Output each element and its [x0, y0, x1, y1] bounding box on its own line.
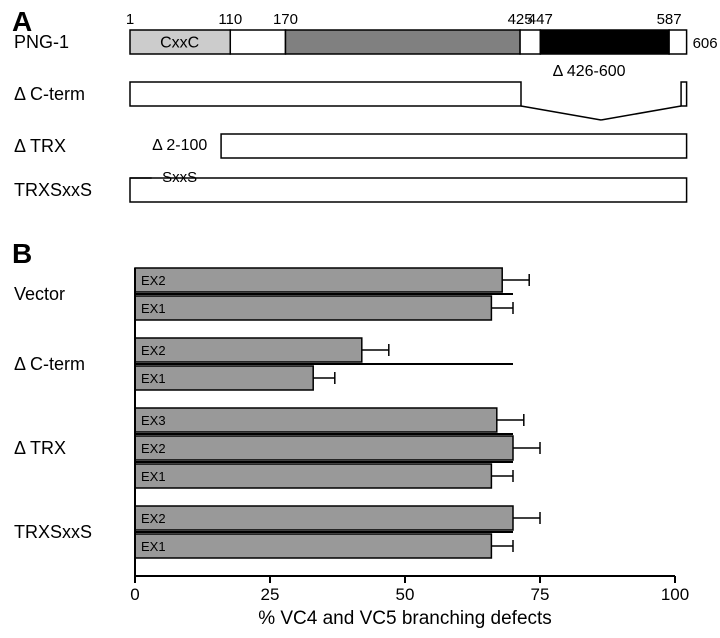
- svg-text:Δ C-term: Δ C-term: [14, 84, 85, 104]
- svg-text:EX3: EX3: [141, 413, 166, 428]
- svg-text:EX2: EX2: [141, 273, 166, 288]
- svg-text:TRXSxxS: TRXSxxS: [14, 522, 92, 542]
- svg-text:EX2: EX2: [141, 511, 166, 526]
- svg-text:EX1: EX1: [141, 539, 166, 554]
- svg-text:75: 75: [531, 585, 550, 604]
- svg-text:606: 606: [693, 35, 718, 52]
- svg-text:PNG-1: PNG-1: [14, 32, 69, 52]
- svg-text:EX2: EX2: [141, 441, 166, 456]
- svg-text:Δ 426-600: Δ 426-600: [553, 63, 626, 80]
- svg-text:Vector: Vector: [14, 284, 65, 304]
- svg-text:CxxC: CxxC: [160, 34, 199, 51]
- panel-a-diagram: PNG-1CxxC1110170425447587606Δ C-termΔ 42…: [0, 0, 720, 230]
- svg-text:Δ C-term: Δ C-term: [14, 354, 85, 374]
- svg-text:25: 25: [261, 585, 280, 604]
- svg-text:SxxS: SxxS: [162, 169, 197, 186]
- svg-text:170: 170: [273, 11, 298, 28]
- svg-text:1: 1: [126, 11, 134, 28]
- svg-text:0: 0: [130, 585, 139, 604]
- svg-text:Δ TRX: Δ TRX: [14, 136, 66, 156]
- svg-text:50: 50: [396, 585, 415, 604]
- svg-text:100: 100: [661, 585, 689, 604]
- svg-text:447: 447: [528, 11, 553, 28]
- panel-b-chart: EX2 EX1 Vector EX2 EX1 Δ C-term EX3 EX2 EX1 Δ TRX…: [0, 258, 720, 636]
- svg-text:EX1: EX1: [141, 301, 166, 316]
- svg-text:TRXSxxS: TRXSxxS: [14, 180, 92, 200]
- svg-text:EX1: EX1: [141, 469, 166, 484]
- svg-text:EX2: EX2: [141, 343, 166, 358]
- svg-text:587: 587: [657, 11, 682, 28]
- svg-text:110: 110: [218, 11, 242, 28]
- svg-text:EX1: EX1: [141, 371, 166, 386]
- svg-text:Δ TRX: Δ TRX: [14, 438, 66, 458]
- svg-text:Δ 2-100: Δ 2-100: [152, 137, 207, 154]
- svg-text:% VC4 and VC5 branching defect: % VC4 and VC5 branching defects: [258, 608, 552, 629]
